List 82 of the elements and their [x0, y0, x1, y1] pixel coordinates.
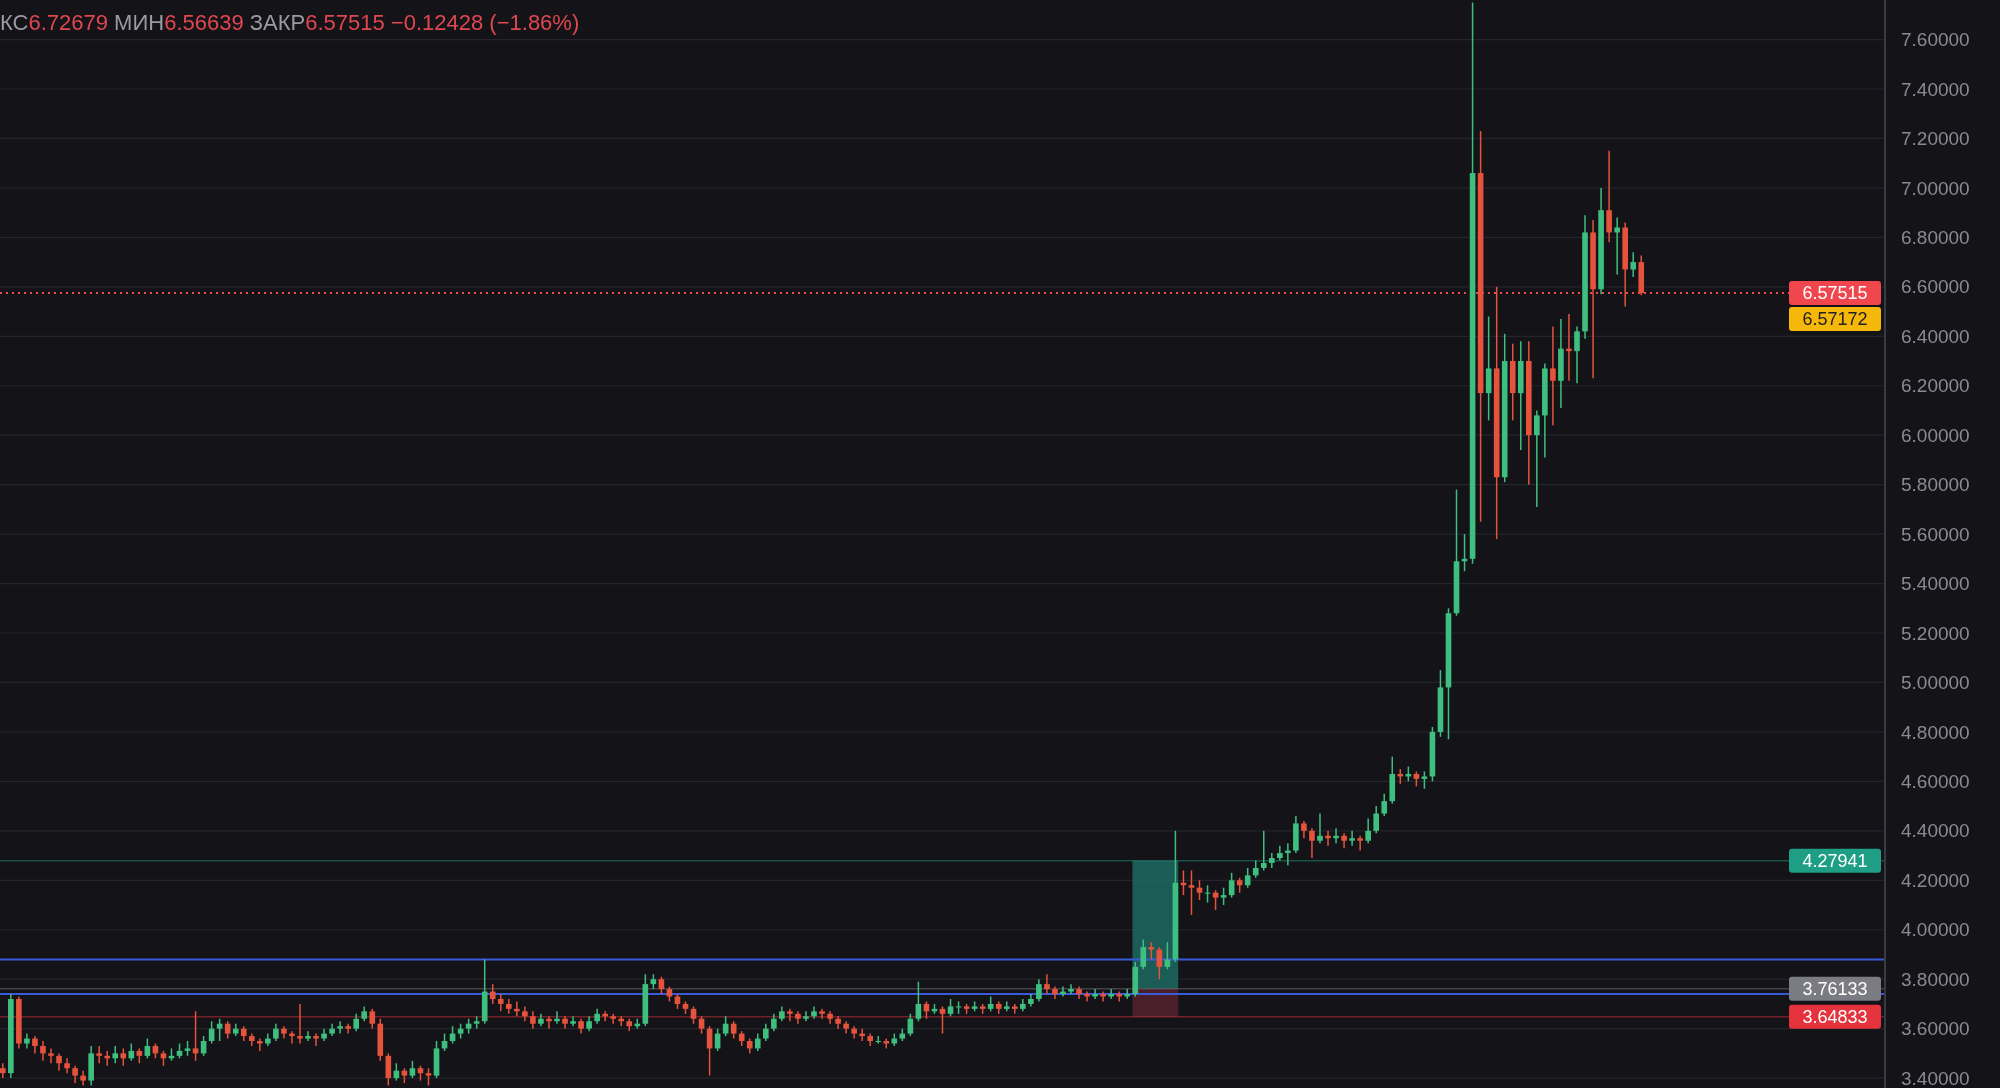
candlestick	[80, 1069, 86, 1087]
ref-line-label: 6.57515	[1802, 282, 1868, 303]
y-tick-label: 7.60000	[1901, 29, 1970, 51]
y-tick-label: 7.40000	[1901, 78, 1970, 100]
candlestick	[819, 1008, 825, 1020]
y-tick-label: 3.60000	[1901, 1018, 1970, 1040]
y-tick-label: 5.00000	[1901, 672, 1970, 694]
y-tick-label: 5.80000	[1901, 474, 1970, 496]
candlestick	[1164, 941, 1171, 971]
candlestick	[1574, 325, 1580, 385]
candlestick	[1534, 409, 1540, 508]
y-tick-label: 7.20000	[1901, 128, 1970, 150]
y-tick-label: 7.00000	[1901, 177, 1970, 199]
candlestick	[803, 1010, 809, 1022]
candlestick	[1373, 805, 1380, 835]
y-tick-label: 4.00000	[1901, 919, 1970, 941]
y-tick-label: 6.00000	[1901, 424, 1970, 446]
y-tick-label: 4.80000	[1901, 721, 1970, 743]
candlestick	[907, 1013, 914, 1037]
candlestick	[96, 1045, 102, 1065]
candlestick	[489, 983, 496, 1005]
candlestick	[1036, 978, 1042, 1003]
candlestick	[1614, 216, 1620, 276]
candlestick	[40, 1040, 46, 1062]
candlestick	[337, 1020, 343, 1035]
candlestick	[1140, 938, 1147, 971]
candlestick	[1630, 251, 1637, 278]
candlestick	[1341, 832, 1347, 849]
candlestick	[522, 1005, 528, 1022]
candlestick	[1228, 872, 1235, 899]
candlestick	[1277, 844, 1283, 862]
candlestick	[1068, 983, 1074, 995]
candlestick	[1268, 852, 1275, 869]
y-tick-label: 5.40000	[1901, 573, 1970, 595]
candlestick	[1188, 869, 1195, 916]
candlestick	[1044, 973, 1050, 995]
y-tick-label: 3.80000	[1901, 968, 1970, 990]
ref-line-label: 4.27941	[1802, 850, 1868, 871]
candlestick	[787, 1008, 793, 1022]
candlestick	[1349, 830, 1355, 847]
candlestick	[915, 980, 922, 1022]
candlestick	[875, 1035, 882, 1045]
candlestick	[369, 1008, 376, 1030]
candlestick	[570, 1015, 576, 1027]
candlestick	[1092, 988, 1098, 1000]
text: КС6.72679 МИН6.56639 ЗАКР6.57515 −0.12428 (−1.86%)	[0, 10, 580, 35]
candlestick	[1606, 150, 1612, 244]
candlestick	[1309, 827, 1315, 859]
candlestick	[1011, 1003, 1018, 1015]
candlestick	[1365, 817, 1371, 844]
candlestick	[48, 1047, 54, 1065]
candlestick	[1244, 867, 1251, 889]
candlestick	[345, 1022, 351, 1035]
y-tick-label: 6.20000	[1901, 375, 1970, 397]
candlestick	[305, 1030, 311, 1042]
y-tick-label: 6.60000	[1901, 276, 1970, 298]
annotation: 6.57172	[1802, 308, 1868, 329]
y-tick-label: 6.80000	[1901, 226, 1970, 248]
y-tick-label: 6.40000	[1901, 325, 1970, 347]
ref-line-label: 3.64833	[1802, 1006, 1868, 1027]
candlestick	[505, 998, 512, 1015]
ref-line-label: 3.76133	[1802, 978, 1868, 999]
candlestick	[1317, 812, 1323, 844]
candlestick	[1550, 325, 1556, 427]
candlestick	[1357, 835, 1363, 852]
candlestick	[497, 993, 504, 1013]
candlestick	[0, 1062, 6, 1079]
y-tick-label: 3.40000	[1901, 1067, 1970, 1088]
candlestick	[313, 1032, 319, 1047]
candlestick	[1124, 988, 1131, 1000]
candlestick	[64, 1057, 70, 1074]
y-tick-label: 5.20000	[1901, 622, 1970, 644]
candlestick	[297, 1003, 303, 1045]
candlestick	[610, 1013, 617, 1025]
y-tick-label: 4.40000	[1901, 820, 1970, 842]
candlestick	[1260, 830, 1267, 872]
y-tick-label: 5.60000	[1901, 523, 1970, 545]
y-tick-label: 4.60000	[1901, 770, 1970, 792]
candlestick	[1003, 1000, 1010, 1013]
candlestick	[1108, 988, 1114, 1000]
candlestick	[1381, 793, 1388, 817]
y-tick-label: 4.20000	[1901, 869, 1970, 891]
